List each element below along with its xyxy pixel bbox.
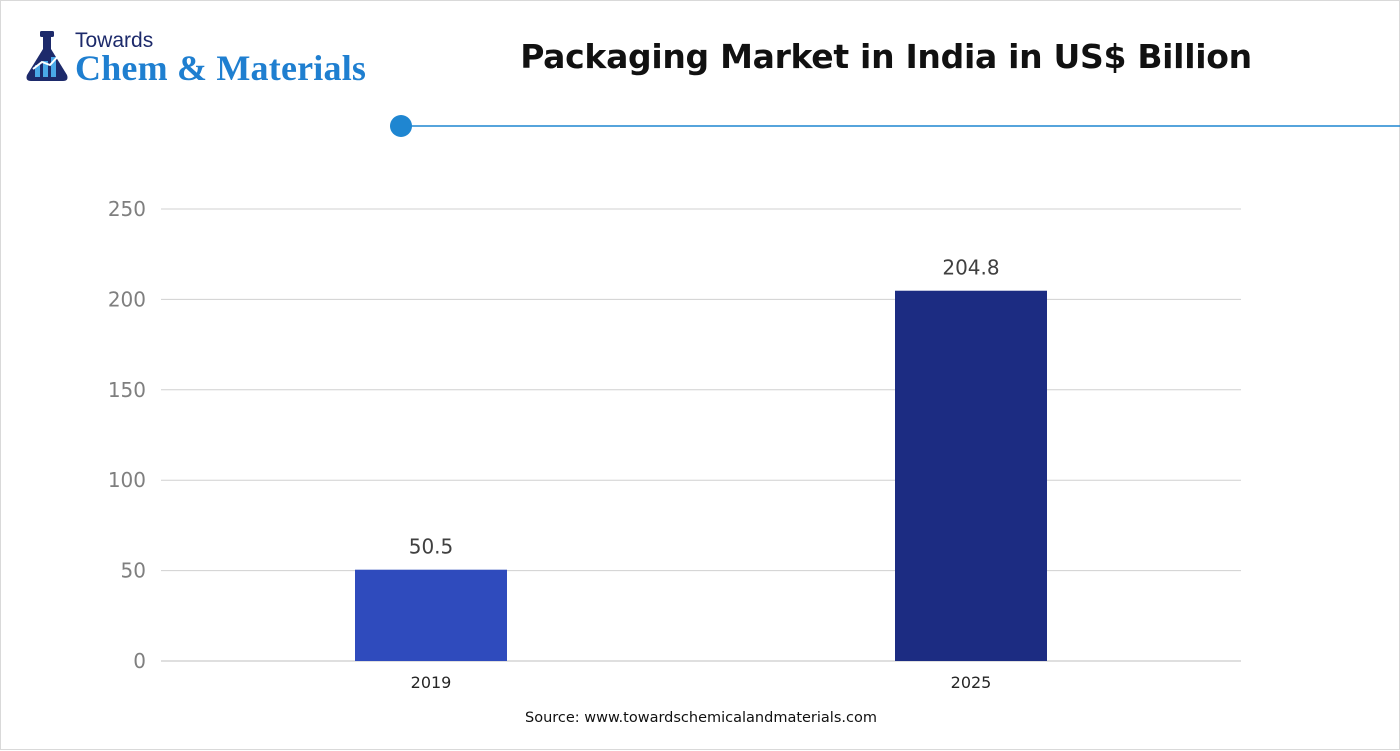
bar-2025 (895, 290, 1047, 661)
bar-2019 (355, 569, 507, 661)
logo-towards-text: Towards (75, 29, 154, 52)
page-title: Packaging Market in India in US$ Billion (520, 37, 1252, 76)
x-tick-label-2025: 2025 (951, 673, 992, 692)
source-note: Source: www.towardschemicalandmaterials.… (525, 710, 877, 726)
y-tick-label-0: 0 (133, 649, 146, 673)
y-tick-label-200: 200 (108, 287, 146, 311)
brand-logo: Towards Chem & Materials (23, 29, 383, 89)
y-tick-label-100: 100 (108, 468, 146, 492)
x-tick-label-2019: 2019 (411, 673, 452, 692)
accent-rule (390, 115, 1400, 137)
logo-main-text: Chem & Materials (75, 48, 367, 88)
y-tick-label-150: 150 (108, 378, 146, 402)
accent-dot (390, 115, 412, 137)
data-label-2025: 204.8 (942, 256, 999, 280)
y-tick-label-250: 250 (108, 197, 146, 221)
data-label-2019: 50.5 (409, 535, 454, 559)
y-tick-label-50: 50 (121, 559, 146, 583)
flask-icon (26, 31, 68, 81)
